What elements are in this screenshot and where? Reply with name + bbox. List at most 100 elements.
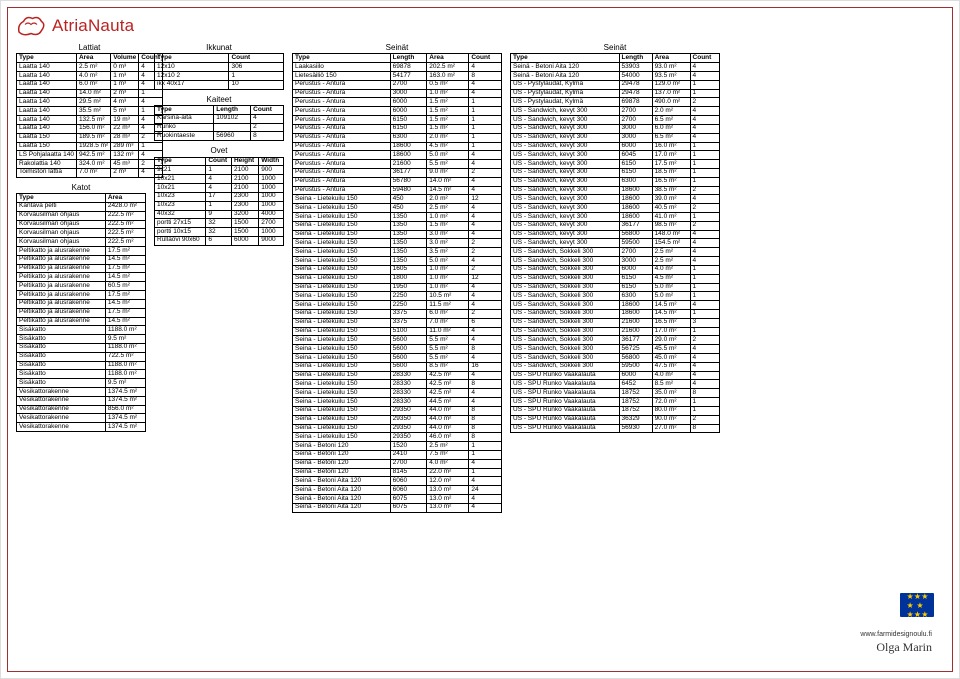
cell: Seina - Lietekuilu 150 — [293, 380, 391, 389]
cell: 1500 — [231, 228, 258, 237]
cell: 18600 — [619, 301, 652, 310]
cell: 10x23 — [155, 201, 206, 210]
cell: 1.5 m² — [427, 107, 469, 116]
cell: 6452 — [619, 380, 652, 389]
cell: 1.0 m² — [427, 274, 469, 283]
cell: 56930 — [619, 424, 652, 433]
cell: Perustus - Antura — [293, 89, 391, 98]
cell: 3200 — [231, 210, 258, 219]
cell: 6.5 m² — [652, 116, 690, 125]
table-row: US - Sandwich, Sokkeli 30030002.5 m²4 — [511, 257, 720, 266]
cell: 4 — [469, 177, 502, 186]
cell: Laakasiilo — [293, 63, 391, 72]
cell: 2700 — [259, 219, 284, 228]
cell: Toimiston lattia — [17, 168, 77, 177]
cell: 2 — [469, 239, 502, 248]
cell: 29350 — [390, 406, 427, 415]
col-header: Length — [619, 54, 652, 63]
cell: 4 — [469, 398, 502, 407]
table-row: Perustus - Antura61501.5 m²1 — [293, 116, 502, 125]
cell: 36177 — [619, 221, 652, 230]
cell: 53903 — [619, 63, 652, 72]
cell: 2 — [251, 123, 284, 132]
cell: 4 — [469, 495, 502, 504]
cell: 3.0 m² — [427, 230, 469, 239]
table-row: Laatta 14014.0 m²2 m³1 — [17, 89, 163, 98]
table-row: US - SPU Runko Vaakalauta64528.5 m²4 — [511, 380, 720, 389]
table-row: 9x2112100900 — [155, 166, 284, 175]
cell: Sisäkatto — [17, 335, 106, 344]
cell: 4 — [469, 151, 502, 160]
cell: 163.0 m² — [427, 72, 469, 81]
cell: 289 m³ — [111, 142, 139, 151]
table-row: Sisäkatto1188.0 m² — [17, 326, 146, 335]
col-header: Volume — [111, 54, 139, 63]
cell: 44.0 m² — [427, 415, 469, 424]
table-row: Seina - Lietekuilu 15013503.0 m²2 — [293, 239, 502, 248]
cell: Kantava pelti — [17, 202, 106, 211]
cell: Seina - Lietekuilu 150 — [293, 318, 391, 327]
header: AtriaNauta — [12, 12, 948, 44]
cell: 4 — [469, 186, 502, 195]
cell: 4 — [469, 221, 502, 230]
col-header: Type — [155, 54, 229, 63]
cell: 3375 — [390, 318, 427, 327]
table-row: US - Sandwich, kevyt 3001860039.0 m²4 — [511, 195, 720, 204]
table-row: Seinä - Betoni Aita 1205390393.0 m²4 — [511, 63, 720, 72]
cell: 18600 — [619, 213, 652, 222]
cell: 1.5 m² — [427, 116, 469, 125]
table-row: Seina - Lietekuilu 15013501.0 m²4 — [293, 213, 502, 222]
cell: 5.0 m² — [427, 257, 469, 266]
table-row: Laatta 1402.5 m²0 m³4 — [17, 63, 163, 72]
cell: US - Sandwich, Sokkeli 300 — [511, 274, 620, 283]
table-row: Perustus - Antura60001.5 m²1 — [293, 107, 502, 116]
content-columns: LattiatTypeAreaVolumeCountLaatta 1402.5 … — [12, 44, 948, 513]
cell: 17.0 m² — [652, 151, 690, 160]
cell: 12.0 m² — [427, 477, 469, 486]
cell: Peltikatto ja alusrakenne — [17, 264, 106, 273]
table-row: Sisäkatto9.5 m² — [17, 335, 146, 344]
cell: Seina - Lietekuilu 150 — [293, 283, 391, 292]
cell: Perustus - Antura — [293, 124, 391, 133]
cell: 9 — [206, 210, 232, 219]
cell: 450 — [390, 204, 427, 213]
table-row: Perustus - Antura5948014.5 m²4 — [293, 186, 502, 195]
table-row: 10x231723001000 — [155, 192, 284, 201]
table-row: Vesikattorakenne1374.5 m² — [17, 414, 146, 423]
footer: www.farmidesignoulu.fi Olga Marin — [860, 631, 932, 655]
table-row: 12x10306 — [155, 63, 284, 72]
table-row: Ruokintaeste569608 — [155, 132, 284, 141]
cell: 2.5 m² — [652, 248, 690, 257]
table-row: US - Sandwich, Sokkeli 3003617729.0 m²2 — [511, 336, 720, 345]
cell: 56780 — [390, 177, 427, 186]
cell: 21600 — [619, 327, 652, 336]
cell: 18600 — [619, 309, 652, 318]
cell: Seinä - Betoni 120 — [293, 459, 391, 468]
cell: 4.5 m² — [652, 274, 690, 283]
table-row: US - SPU Runko Vaakalauta1875280.0 m²1 — [511, 406, 720, 415]
table-row: Seina - Lietekuilu 1502833042.5 m²4 — [293, 389, 502, 398]
cell: 90.0 m² — [652, 415, 690, 424]
cell: 3000 — [619, 124, 652, 133]
cell: 12x10 2 — [155, 72, 229, 81]
cell: 4 — [469, 389, 502, 398]
cell: Seina - Lietekuilu 150 — [293, 354, 391, 363]
table-row: Vesikattorakenne856.0 m² — [17, 405, 146, 414]
cell: Seina - Lietekuilu 150 — [293, 433, 391, 442]
cell: 1.5 m² — [427, 98, 469, 107]
cell: 16 — [469, 362, 502, 371]
cell: 129.0 m² — [652, 80, 690, 89]
table-row: US - Sandwich, kevyt 30027006.5 m²4 — [511, 116, 720, 125]
table-row: Seina - Lietekuilu 15033756.0 m²2 — [293, 309, 502, 318]
table-header-row: TypeArea — [17, 194, 146, 203]
cell: 42.5 m² — [427, 371, 469, 380]
cell: Vesikattorakenne — [17, 405, 106, 414]
cell: 2250 — [390, 301, 427, 310]
cell: 6150 — [619, 160, 652, 169]
cell: 1000 — [259, 184, 284, 193]
table-header-row: TypeLengthAreaCount — [511, 54, 720, 63]
cell: Peltikatto ja alusrakenne — [17, 308, 106, 317]
cell: Seina - Lietekuilu 150 — [293, 301, 391, 310]
cell: US - SPU Runko Vaakalauta — [511, 389, 620, 398]
cell: Laatta 150 — [17, 142, 77, 151]
